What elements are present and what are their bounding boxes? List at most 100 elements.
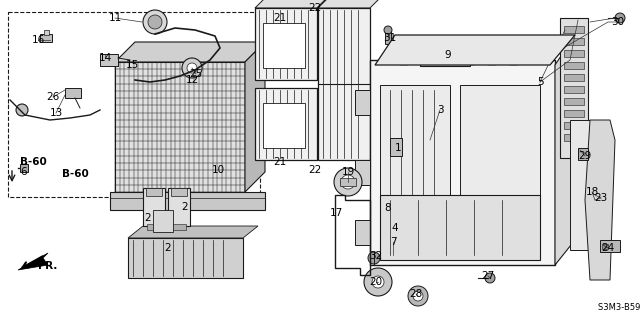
Circle shape	[334, 168, 362, 196]
Text: 5: 5	[537, 77, 543, 87]
Bar	[578, 148, 588, 160]
Bar	[153, 210, 173, 232]
Circle shape	[364, 268, 392, 296]
Bar	[380, 85, 450, 235]
Bar	[424, 42, 466, 62]
Polygon shape	[22, 172, 26, 178]
Text: 18: 18	[586, 187, 598, 197]
Circle shape	[372, 276, 384, 288]
Bar	[168, 188, 190, 226]
Polygon shape	[255, 0, 332, 8]
Text: 8: 8	[385, 203, 391, 213]
Bar	[355, 90, 370, 115]
Text: 14: 14	[99, 53, 111, 63]
Text: 23: 23	[595, 193, 607, 203]
Circle shape	[615, 13, 625, 23]
Bar	[564, 122, 584, 129]
Text: 29: 29	[579, 151, 591, 161]
Bar	[40, 34, 52, 42]
Bar	[355, 220, 370, 245]
Bar	[143, 188, 165, 226]
Polygon shape	[8, 102, 18, 108]
Text: 3: 3	[436, 105, 444, 115]
Text: FR.: FR.	[38, 261, 58, 271]
Text: 11: 11	[108, 13, 122, 23]
Bar	[564, 110, 584, 117]
Text: 9: 9	[445, 50, 451, 60]
Polygon shape	[585, 120, 615, 280]
Bar	[602, 244, 608, 249]
Bar	[263, 23, 305, 68]
Bar	[370, 60, 555, 265]
Text: 16: 16	[31, 35, 45, 45]
Bar	[564, 50, 584, 57]
Text: 12: 12	[186, 75, 198, 85]
Bar	[155, 210, 175, 218]
Text: 17: 17	[330, 208, 342, 218]
Bar	[564, 38, 584, 45]
Text: 2: 2	[145, 213, 151, 223]
Text: 4: 4	[392, 223, 398, 233]
Text: S3M3-B5900 A: S3M3-B5900 A	[598, 303, 640, 313]
Bar	[115, 62, 245, 192]
Bar	[172, 224, 186, 230]
Text: 22: 22	[308, 3, 322, 13]
Polygon shape	[317, 0, 332, 80]
Circle shape	[182, 58, 202, 78]
Text: B-60: B-60	[62, 169, 89, 179]
Polygon shape	[140, 20, 148, 24]
Bar	[460, 85, 540, 235]
Bar	[564, 134, 584, 141]
Bar	[385, 30, 391, 44]
Bar	[390, 138, 402, 156]
Bar	[147, 224, 161, 230]
Bar	[171, 188, 187, 196]
Polygon shape	[390, 132, 402, 138]
Bar	[318, 8, 370, 160]
Bar	[44, 30, 49, 35]
Text: 21: 21	[273, 13, 287, 23]
Bar	[420, 38, 470, 66]
Text: 27: 27	[481, 271, 495, 281]
Text: 31: 31	[383, 33, 397, 43]
Bar	[263, 103, 305, 148]
Text: 2: 2	[182, 202, 188, 212]
Circle shape	[485, 273, 495, 283]
Text: 25: 25	[189, 69, 203, 79]
Bar	[8, 12, 260, 197]
Text: 30: 30	[611, 17, 625, 27]
Bar	[570, 120, 600, 250]
Circle shape	[148, 15, 162, 29]
Bar	[20, 164, 28, 172]
Polygon shape	[555, 35, 575, 265]
Text: 10: 10	[211, 165, 225, 175]
Circle shape	[413, 291, 423, 301]
Text: 22: 22	[308, 165, 322, 175]
Bar	[65, 88, 81, 98]
Bar	[380, 195, 540, 260]
Text: 2: 2	[164, 243, 172, 253]
Bar	[255, 88, 317, 160]
Bar	[564, 74, 584, 81]
Bar	[100, 54, 118, 66]
Text: 24: 24	[602, 243, 614, 253]
Text: 6: 6	[20, 167, 28, 177]
Text: 15: 15	[125, 60, 139, 70]
Text: 1: 1	[395, 143, 401, 153]
Circle shape	[187, 63, 197, 73]
Polygon shape	[18, 253, 48, 270]
Circle shape	[143, 10, 167, 34]
Text: 13: 13	[49, 108, 63, 118]
Bar	[564, 62, 584, 69]
Polygon shape	[375, 35, 575, 65]
Circle shape	[368, 252, 380, 264]
Bar	[564, 98, 584, 105]
Circle shape	[341, 175, 355, 189]
Polygon shape	[317, 88, 332, 160]
Bar	[355, 160, 370, 185]
Bar	[564, 86, 584, 93]
Polygon shape	[128, 226, 258, 238]
Text: 21: 21	[273, 157, 287, 167]
Bar	[340, 178, 356, 186]
Bar	[560, 18, 588, 158]
